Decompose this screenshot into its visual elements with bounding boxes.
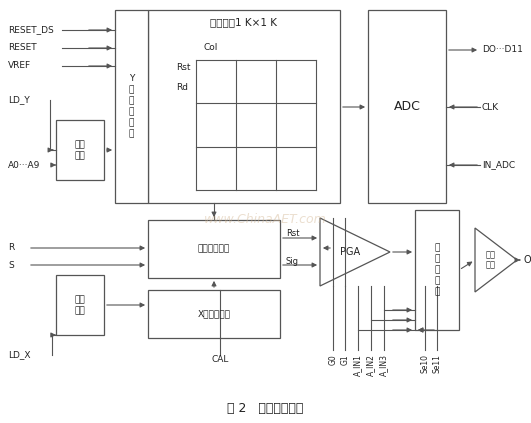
Text: Rst: Rst xyxy=(286,228,299,237)
Bar xyxy=(368,10,446,203)
Text: G1: G1 xyxy=(340,354,349,365)
Text: Sig: Sig xyxy=(286,256,299,266)
Bar xyxy=(415,210,459,330)
Text: OUT: OUT xyxy=(524,255,531,265)
Text: Col: Col xyxy=(203,44,217,52)
Bar xyxy=(56,275,104,335)
Text: A_IN3: A_IN3 xyxy=(380,354,389,376)
Bar xyxy=(148,290,280,338)
Text: A_IN2: A_IN2 xyxy=(366,354,375,376)
Text: 输出
缓冲: 输出 缓冲 xyxy=(486,250,496,270)
Text: 列读出放大器: 列读出放大器 xyxy=(198,244,230,253)
Text: A_IN1: A_IN1 xyxy=(354,354,363,376)
Text: S: S xyxy=(8,261,14,269)
Text: Se11: Se11 xyxy=(433,354,441,373)
Text: Rst: Rst xyxy=(176,63,191,72)
Text: 地址
锁存: 地址 锁存 xyxy=(75,295,85,315)
Text: LD_Y: LD_Y xyxy=(8,96,30,104)
Bar xyxy=(56,120,104,180)
Polygon shape xyxy=(320,218,390,286)
Text: Se10: Se10 xyxy=(421,354,430,373)
Text: 地址
锁存: 地址 锁存 xyxy=(75,140,85,160)
Text: RESET_DS: RESET_DS xyxy=(8,25,54,35)
Text: RESET: RESET xyxy=(8,44,37,52)
Text: Y
地
址
译
码
器: Y 地 址 译 码 器 xyxy=(129,74,134,139)
Text: R: R xyxy=(8,244,14,253)
Text: DO···D11: DO···D11 xyxy=(482,46,523,55)
Text: 图 2   功能结构框图: 图 2 功能结构框图 xyxy=(227,401,304,415)
Text: www.ChinaAET.com: www.ChinaAET.com xyxy=(204,214,327,226)
Text: PGA: PGA xyxy=(340,247,360,257)
Bar xyxy=(148,220,280,278)
Text: LD_X: LD_X xyxy=(8,351,30,360)
Text: 多
路
选
择
器: 多 路 选 择 器 xyxy=(434,243,440,297)
Text: ADC: ADC xyxy=(393,100,421,113)
Text: IN_ADC: IN_ADC xyxy=(482,160,515,170)
Text: Rd: Rd xyxy=(176,83,188,93)
Bar xyxy=(148,10,340,203)
Text: 像素阵列1 K×1 K: 像素阵列1 K×1 K xyxy=(210,17,278,27)
Text: X地址译码器: X地址译码器 xyxy=(198,310,230,319)
Text: VREF: VREF xyxy=(8,61,31,71)
Text: G0: G0 xyxy=(329,354,338,365)
Text: A0···A9: A0···A9 xyxy=(8,160,40,170)
Polygon shape xyxy=(475,228,517,292)
Text: CLK: CLK xyxy=(482,102,499,112)
Text: CAL: CAL xyxy=(211,355,229,365)
Bar xyxy=(115,10,148,203)
